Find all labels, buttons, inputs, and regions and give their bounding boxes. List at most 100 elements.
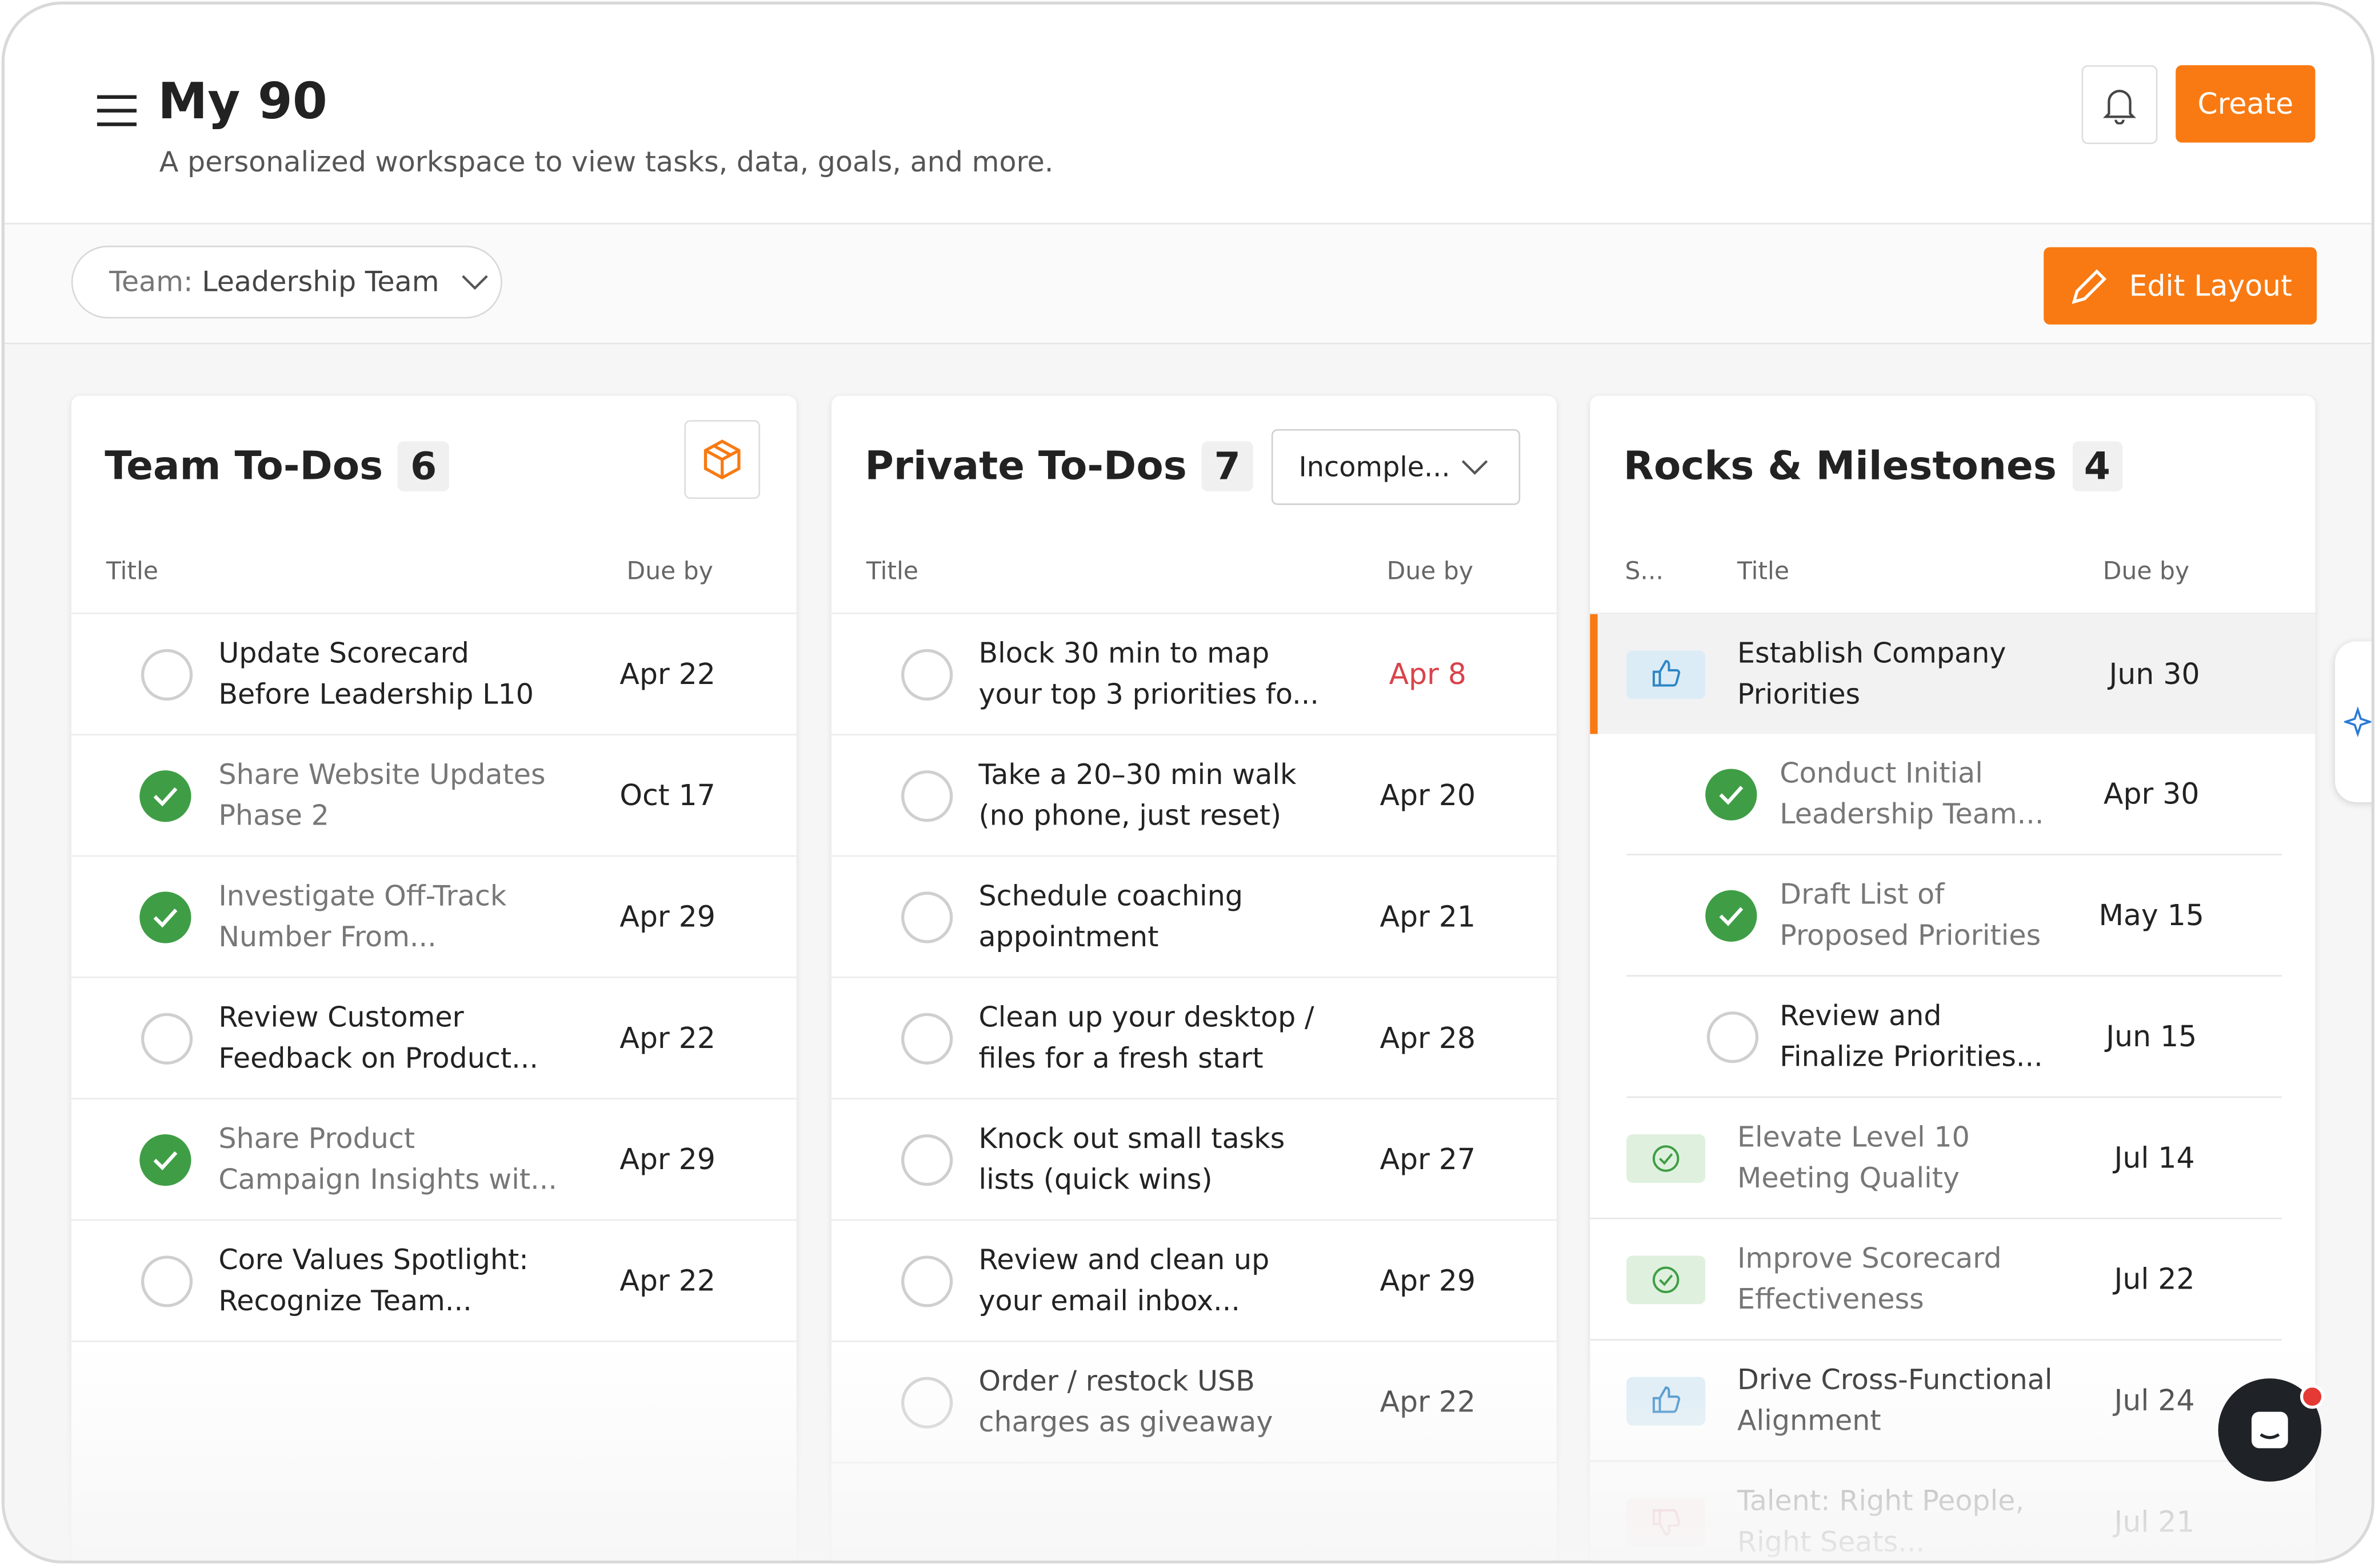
rows: Establish Company Priorities Jun 30 Conduc… [1590,613,2316,1561]
todo-row[interactable]: Review and clean up your email inbox... A… [831,1221,1557,1342]
chevron [461,275,487,290]
complete-check[interactable] [139,1133,191,1185]
status-filter-value: Incomple... [1298,451,1450,483]
team-filter[interactable]: Team: Leadership Team [71,245,502,319]
todo-row[interactable]: Schedule coaching appointment Apr 21 [831,857,1557,978]
milestone-due: Jun 15 [2106,1019,2197,1054]
rock-row[interactable]: Drive Cross-Functional Alignment Jul 24 [1590,1341,2282,1462]
notifications-button[interactable] [2081,65,2158,145]
incomplete-circle[interactable] [901,1376,953,1428]
chat-button[interactable] [2218,1378,2325,1482]
edit-layout-label: Edit Layout [2129,269,2292,303]
rock-row[interactable]: Establish Company Priorities Jun 30 [1590,614,2316,734]
todo-row[interactable]: Update Scorecard Before Leadership L10 Ap… [71,614,797,736]
subtitle: A personalized workspace to view tasks, … [159,147,1054,179]
status-badge[interactable] [1626,1376,1706,1425]
box-button[interactable] [684,420,761,499]
todo-row[interactable]: Share Website Updates Phase 2 Oct 17 [71,735,797,857]
check-mark [153,907,178,927]
incomplete-circle[interactable] [141,648,193,700]
todo-title: Share Product Campaign Insights wit... [218,1123,557,1196]
incomplete-circle[interactable] [141,1254,193,1307]
assistant-tab[interactable] [2334,641,2372,802]
status-icon [1652,1266,1680,1293]
status-icon [1652,659,1681,686]
box-icon [703,439,741,479]
todo-due: Apr 22 [619,657,715,691]
incomplete-circle[interactable] [901,648,953,700]
incomplete-circle[interactable] [901,1012,953,1064]
rock-due: Jul 24 [2114,1383,2195,1417]
todo-title: Order / restock USB charges as giveaway [978,1365,1273,1439]
todo-due: Apr 28 [1380,1021,1476,1055]
create-button[interactable]: Create [2176,65,2316,143]
team-todos-panel: Team To-Dos 6 Title Due by Update Scorecard … [71,395,797,1561]
pencil-icon [2072,268,2107,303]
rock-due: Jul 14 [2114,1141,2195,1175]
todo-due: Apr 20 [1380,778,1476,813]
milestone-title: Conduct Initial Leadership Team... [1780,757,2044,830]
incomplete-circle[interactable] [141,1012,193,1064]
todo-row[interactable]: Order / restock USB charges as giveaway A… [831,1342,1557,1463]
status-icon [1652,1508,1681,1535]
incomplete-circle[interactable] [1706,1010,1759,1062]
todo-title: Update Scorecard Before Leadership L10 [218,637,534,711]
milestone-row[interactable]: Review and Finalize Priorities... Jun 15 [1626,977,2282,1098]
complete-check[interactable] [139,769,191,822]
rocks-panel: Rocks & Milestones 4 S... Title Due by Establ… [1590,395,2316,1561]
todo-title: Block 30 min to map your top 3 prioritie… [978,637,1320,711]
rows: Update Scorecard Before Leadership L10 Ap… [71,613,797,1342]
todo-due: Apr 8 [1389,657,1467,691]
incomplete-circle[interactable] [901,1133,953,1185]
rock-title: Talent: Right People, Right Seats... [1737,1485,2025,1558]
todo-row[interactable]: Clean up your desktop / files for a fres… [831,978,1557,1099]
complete-check[interactable] [1705,768,1757,820]
chat-icon [2251,1411,2288,1449]
complete-check[interactable] [1705,889,1757,941]
status-filter[interactable]: Incomple... [1271,429,1521,505]
header: My 90 A personalized workspace to view t… [4,4,2372,225]
rock-title: Elevate Level 10 Meeting Quality [1737,1121,1970,1194]
todo-due: Apr 29 [619,900,715,934]
column-header: Title [1737,556,1789,586]
todo-title: Core Values Spotlight: Recognize Team... [218,1244,529,1317]
todo-row[interactable]: Take a 20–30 min walk (no phone, just re… [831,735,1557,857]
milestone-row[interactable]: Conduct Initial Leadership Team... Apr 30 [1626,734,2282,855]
todo-row[interactable]: Block 30 min to map your top 3 prioritie… [831,614,1557,736]
complete-check[interactable] [139,891,191,943]
column-header: Title [106,556,158,586]
panel-count: 7 [1202,441,1253,491]
panel-title: Rocks & Milestones 4 [1624,441,2123,491]
rock-due: Jul 22 [2114,1262,2195,1296]
rock-row[interactable]: Elevate Level 10 Meeting Quality Jul 14 [1590,1098,2282,1219]
todo-row[interactable]: Knock out small tasks lists (quick wins)… [831,1099,1557,1221]
status-badge[interactable] [1626,1133,1706,1182]
todo-row[interactable]: Investigate Off-Track Number From... Apr … [71,857,797,978]
menu-button[interactable] [95,93,138,129]
milestone-title: Review and Finalize Priorities... [1780,1000,2043,1073]
status-badge[interactable] [1626,650,1706,699]
rock-title: Improve Scorecard Effectiveness [1737,1242,2002,1316]
incomplete-circle[interactable] [901,1254,953,1307]
panel-title-text: Private To-Dos [865,443,1187,489]
column-header: Due by [2102,556,2190,586]
page-title: My 90 [158,71,327,131]
milestone-row[interactable]: Draft List of Proposed Priorities May 15 [1626,855,2282,977]
incomplete-circle[interactable] [901,891,953,943]
status-badge[interactable] [1626,1254,1706,1303]
edit-layout-button[interactable]: Edit Layout [2044,247,2317,325]
rock-row[interactable]: Talent: Right People, Right Seats... Jul … [1590,1462,2282,1560]
todo-row[interactable]: Core Values Spotlight: Recognize Team...… [71,1221,797,1342]
status-icon [1652,1385,1681,1413]
todo-title: Clean up your desktop / files for a fres… [978,1001,1314,1075]
rock-row[interactable]: Improve Scorecard Effectiveness Jul 22 [1590,1219,2282,1341]
rows: Block 30 min to map your top 3 prioritie… [831,613,1557,1463]
status-badge[interactable] [1626,1497,1706,1546]
todo-row[interactable]: Share Product Campaign Insights wit... Ap… [71,1099,797,1221]
todo-due: Oct 17 [619,778,715,813]
incomplete-circle[interactable] [901,769,953,822]
column-header: Due by [1386,556,1474,586]
todo-row[interactable]: Review Customer Feedback on Product... Ap… [71,978,797,1099]
